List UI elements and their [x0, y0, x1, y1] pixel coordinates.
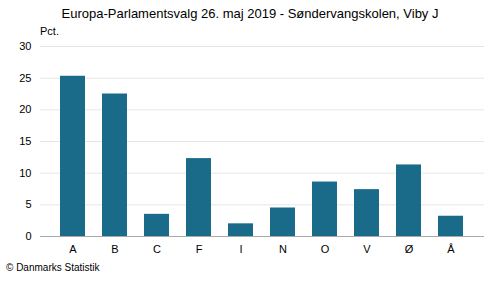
- html-text:Pct.: Pct.: [40, 25, 59, 37]
- svg-text:C: C: [153, 243, 161, 255]
- svg-text:10: 10: [19, 167, 31, 179]
- html-text:© Danmarks Statistik: © Danmarks Statistik: [6, 262, 100, 273]
- svg-text:V: V: [363, 243, 371, 255]
- svg-text:Ø: Ø: [405, 243, 414, 255]
- svg-text:I: I: [239, 243, 242, 255]
- html-text:Europa-Parlamentsvalg 26. maj: Europa-Parlamentsvalg 26. maj 2019 - Søn…: [61, 6, 439, 21]
- svg-text:O: O: [321, 243, 330, 255]
- svg-text:F: F: [196, 243, 203, 255]
- svg-text:25: 25: [19, 72, 31, 84]
- svg-text:20: 20: [19, 103, 31, 115]
- svg-text:5: 5: [25, 198, 31, 210]
- svg-text:A: A: [69, 243, 77, 255]
- svg-text:30: 30: [19, 40, 31, 52]
- svg-text:N: N: [279, 243, 287, 255]
- svg-text:0: 0: [25, 230, 31, 242]
- svg-text:15: 15: [19, 135, 31, 147]
- svg-text:B: B: [111, 243, 118, 255]
- svg-text:Å: Å: [447, 243, 455, 255]
